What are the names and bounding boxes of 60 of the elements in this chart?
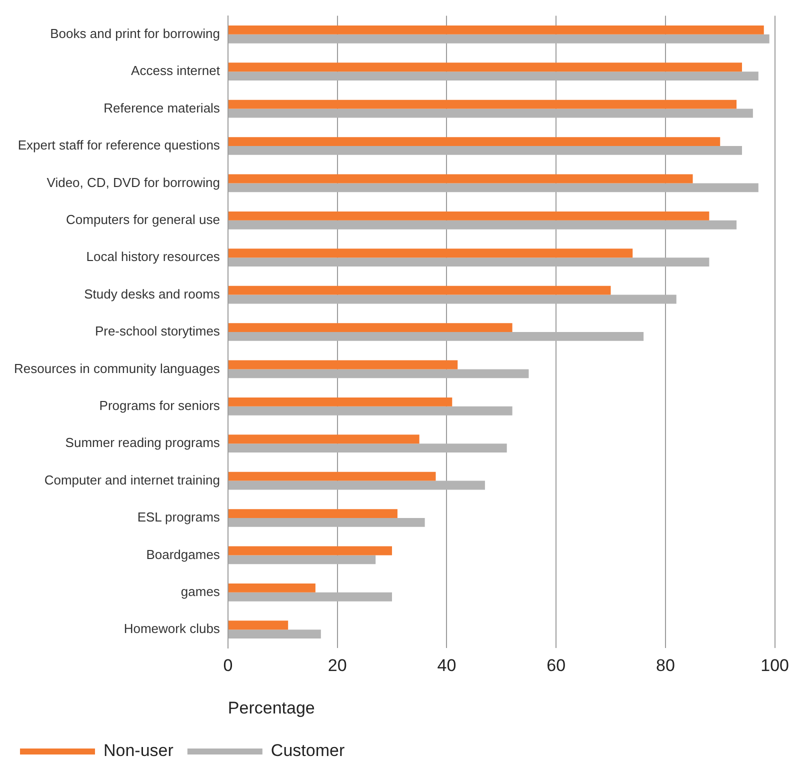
y-tick-label: Summer reading programs xyxy=(65,435,220,450)
y-tick-label: ESL programs xyxy=(137,510,220,525)
y-tick-label: Books and print for borrowing xyxy=(50,26,220,41)
x-tick-label: 60 xyxy=(546,656,566,676)
bar xyxy=(228,369,529,378)
y-tick-label: Study desks and rooms xyxy=(84,286,220,302)
bar xyxy=(228,583,316,592)
bar xyxy=(228,72,758,81)
y-tick-label: Pre-school storytimes xyxy=(94,324,220,339)
bar xyxy=(228,286,611,295)
bar xyxy=(228,108,753,118)
x-tick-label: 40 xyxy=(437,656,456,676)
y-tick-label: Expert staff for reference questions xyxy=(18,138,220,153)
bar xyxy=(228,100,737,109)
bar xyxy=(228,258,710,267)
bar xyxy=(228,472,436,481)
y-tick-label: Homework clubs xyxy=(124,621,220,636)
bar xyxy=(228,546,392,556)
bar xyxy=(228,183,758,192)
y-tick-label: Local history resources xyxy=(86,249,220,264)
bar xyxy=(228,34,770,44)
y-tick-label: Programs for seniors xyxy=(99,398,220,413)
bar xyxy=(228,397,452,406)
bar xyxy=(228,146,742,155)
x-tick-label: 100 xyxy=(760,656,790,676)
bar xyxy=(228,555,376,564)
bar xyxy=(228,137,720,146)
y-tick-label: Access internet xyxy=(131,63,220,78)
bar xyxy=(228,518,425,527)
y-tick-label: games xyxy=(180,584,220,599)
bar xyxy=(228,509,398,518)
y-tick-label: Computer and internet training xyxy=(44,472,220,488)
bar xyxy=(228,592,392,602)
legend-label: Customer xyxy=(270,741,345,760)
x-tick-label: 20 xyxy=(328,656,347,676)
bar xyxy=(228,332,644,341)
x-axis-title: Percentage xyxy=(228,698,315,718)
bar xyxy=(228,480,485,490)
bar xyxy=(228,434,420,444)
y-tick-label: Reference materials xyxy=(104,100,220,116)
y-tick-label: Computers for general use xyxy=(66,212,220,227)
bar xyxy=(228,62,742,72)
bar xyxy=(228,360,458,370)
bar xyxy=(228,220,737,230)
bar xyxy=(228,211,710,220)
bar xyxy=(228,406,512,416)
bar xyxy=(228,174,693,184)
bar xyxy=(228,444,507,453)
y-tick-label: Resources in community languages xyxy=(14,360,220,376)
bar xyxy=(228,25,764,34)
bar xyxy=(228,620,288,630)
legend-label: Non-user xyxy=(104,741,174,760)
bar xyxy=(228,630,321,639)
x-tick-label: 80 xyxy=(656,656,675,676)
bar xyxy=(228,294,676,304)
y-tick-label: Boardgames xyxy=(146,546,220,562)
bar xyxy=(228,248,633,258)
y-tick-label: Video, CD, DVD for borrowing xyxy=(46,174,220,190)
x-tick-label: 0 xyxy=(223,656,233,676)
bar xyxy=(228,323,512,332)
